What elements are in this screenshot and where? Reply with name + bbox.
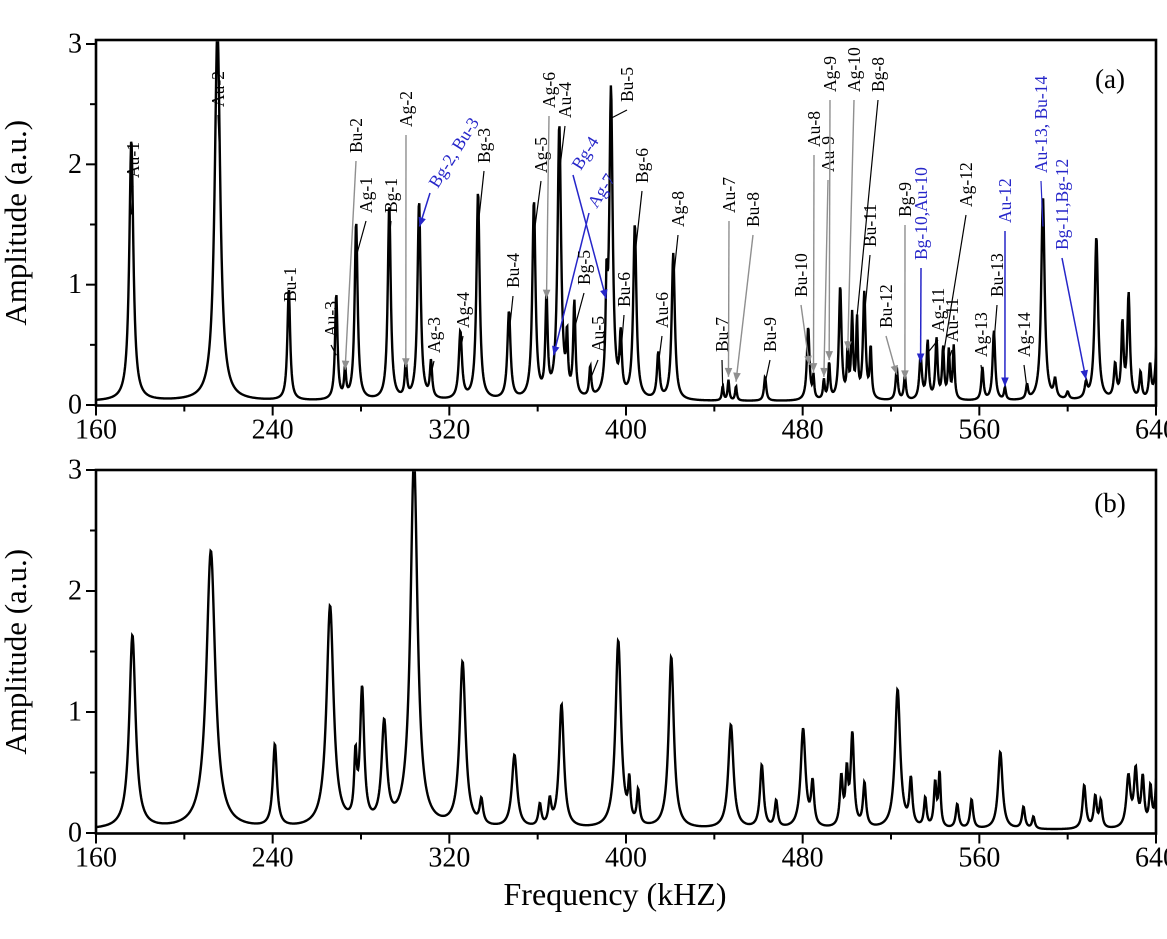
y-tick-label: 2 (68, 576, 82, 607)
annotation-arrowhead-Bg-2, Bu-3 (419, 217, 426, 227)
peak-label-Au-1: Au-1 (123, 142, 143, 178)
peak-label-Ag-1: Ag-1 (356, 177, 376, 213)
x-axis-title: Frequency (kHZ) (503, 876, 726, 912)
panel-b-spectrum-curve (95, 459, 1157, 829)
peak-label-Bg-8: Bg-8 (868, 57, 888, 92)
peak-label-Bu-1: Bu-1 (280, 267, 300, 302)
annotation-line-Bg-6 (635, 191, 642, 257)
peak-label-Bu-4: Bu-4 (503, 253, 523, 288)
annotation-arrowhead-Bu-12 (891, 365, 898, 375)
peak-label-Au-3: Au-3 (321, 301, 341, 337)
peak-label-Bu-2: Bu-2 (346, 118, 366, 153)
peak-label-Bg-4: Bg-4 (567, 133, 603, 173)
x-tick-label: 640 (1135, 415, 1167, 446)
y-tick-label: 1 (68, 269, 82, 300)
peak-label-Au-11: Au-11 (942, 298, 962, 342)
peak-label-Bg-1: Bg-1 (381, 178, 401, 213)
peak-label-Ag-4: Ag-4 (453, 292, 473, 328)
annotation-line-Au-7 (728, 221, 729, 377)
panel-label: (b) (1094, 488, 1125, 518)
y-axis-title: Amplitude (a.u.) (0, 549, 33, 755)
peak-label-Ag-7: Ag-7 (583, 170, 619, 211)
peak-label-Bg-6: Bg-6 (632, 148, 652, 183)
annotation-arrowhead-Au-7 (725, 368, 733, 377)
x-tick-label: 560 (958, 415, 1000, 446)
x-tick-label: 480 (782, 843, 824, 874)
annotation-line-Bu-11 (864, 255, 870, 317)
peak-label-Au-13, Bu-14: Au-13, Bu-14 (1031, 76, 1051, 173)
peak-label-Bu-8: Bu-8 (743, 192, 763, 227)
panel-border (96, 470, 1156, 834)
annotation-line-Au-8 (813, 155, 814, 372)
annotation-arrowhead-Au-9 (820, 368, 828, 377)
y-axis-title: Amplitude (a.u.) (0, 120, 33, 326)
peak-label-Bu-6: Bu-6 (614, 272, 634, 307)
peak-label-Bu-12: Bu-12 (876, 284, 896, 328)
annotation-line-Bu-9 (765, 360, 770, 383)
x-tick-label: 240 (252, 415, 294, 446)
y-tick-label: 2 (68, 149, 82, 180)
annotation-arrowhead-Bg-10,Au-10 (917, 353, 925, 362)
x-tick-label: 320 (428, 415, 470, 446)
x-tick-label: 320 (428, 843, 470, 874)
y-tick-label: 1 (68, 697, 82, 728)
peak-label-Bu-10: Bu-10 (791, 253, 811, 297)
annotation-line-Au-9 (824, 180, 828, 377)
peak-label-Bg-11,Bg-12: Bg-11,Bg-12 (1052, 159, 1072, 250)
peak-label-Bg-10,Au-10: Bg-10,Au-10 (911, 167, 931, 260)
annotation-line-Bg-11,Bg-12 (1062, 258, 1086, 379)
annotation-line-Ag-9 (829, 100, 830, 360)
y-tick-label: 0 (68, 390, 82, 421)
peak-label-Bg-5: Bg-5 (574, 250, 594, 285)
annotation-arrowhead-Ag-2 (402, 358, 410, 367)
peak-label-Au-12: Au-12 (995, 178, 1015, 223)
x-tick-label: 400 (605, 843, 647, 874)
x-tick-label: 480 (782, 415, 824, 446)
y-tick-label: 0 (68, 818, 82, 849)
peak-label-Ag-8: Ag-8 (668, 191, 688, 227)
x-tick-label: 400 (605, 415, 647, 446)
peak-label-Au-7: Au-7 (719, 177, 739, 213)
x-tick-label: 640 (1135, 843, 1167, 874)
peak-label-Bu-9: Bu-9 (760, 317, 780, 352)
peak-label-Bu-11: Bu-11 (860, 204, 880, 247)
y-tick-label: 3 (68, 29, 82, 60)
peak-label-Bu-5: Bu-5 (617, 67, 637, 102)
peak-label-Bu-13: Bu-13 (987, 253, 1007, 297)
annotation-arrowhead-Au-12 (1001, 378, 1009, 387)
peak-label-Ag-2: Ag-2 (396, 91, 416, 127)
peak-label-Bg-3: Bg-3 (474, 128, 494, 163)
y-tick-label: 3 (68, 455, 82, 486)
peak-label-Ag-9: Ag-9 (820, 56, 840, 92)
peak-label-Ag-14: Ag-14 (1014, 312, 1034, 357)
annotation-arrowhead-Ag-9 (825, 351, 833, 360)
x-tick-label: 240 (252, 843, 294, 874)
x-tick-label: 560 (958, 843, 1000, 874)
peak-label-Au-5: Au-5 (588, 316, 608, 352)
annotation-arrowhead-Bg-11,Bg-12 (1081, 370, 1088, 380)
annotation-arrowhead-Bu-2 (342, 361, 350, 370)
peak-label-Au-4: Au-4 (555, 82, 575, 118)
annotation-arrowhead-Bg-9 (901, 370, 909, 379)
annotation-arrowhead-Ag-6 (543, 290, 551, 299)
annotation-line-Bu-8 (736, 235, 753, 382)
peak-label-Ag-12: Ag-12 (956, 162, 976, 207)
peak-label-Ag-3: Ag-3 (424, 317, 444, 353)
peak-label-Au-2: Au-2 (208, 71, 228, 107)
peak-label-Ag-13: Ag-13 (971, 312, 991, 357)
annotation-line-Bu-7 (722, 360, 723, 389)
peak-label-Au-6: Au-6 (652, 292, 672, 328)
peak-label-Ag-10: Ag-10 (844, 47, 864, 92)
peak-label-Au-9: Au-9 (818, 136, 838, 172)
annotation-arrowhead-Bu-8 (733, 372, 741, 381)
annotation-line-Bu-5 (611, 110, 627, 118)
panel-label: (a) (1095, 64, 1125, 94)
